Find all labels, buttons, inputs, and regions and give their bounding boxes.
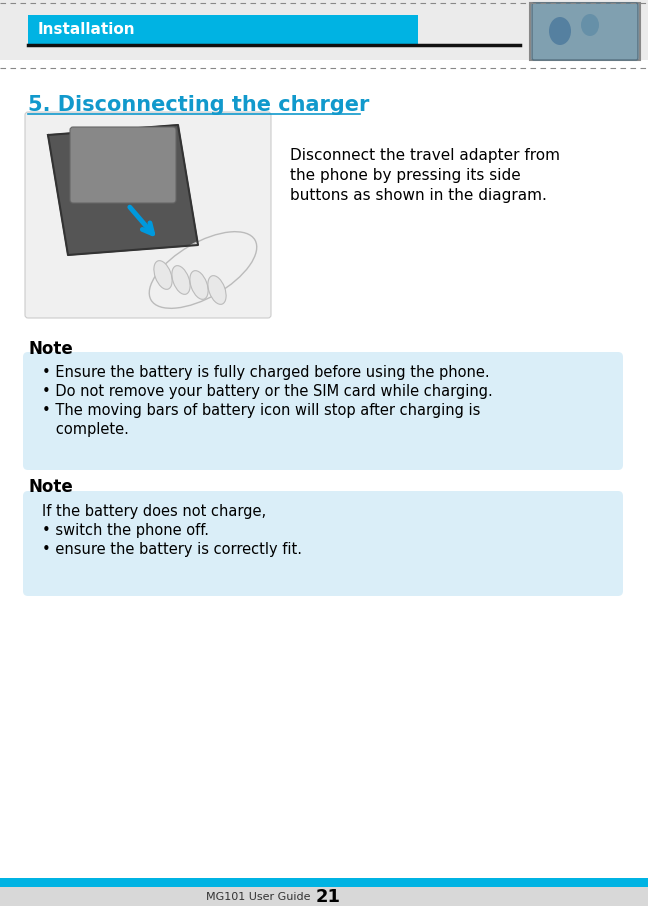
Text: • switch the phone off.: • switch the phone off. [42, 523, 209, 538]
FancyBboxPatch shape [25, 112, 271, 318]
FancyBboxPatch shape [532, 3, 638, 60]
Text: buttons as shown in the diagram.: buttons as shown in the diagram. [290, 188, 547, 203]
FancyBboxPatch shape [23, 491, 623, 596]
FancyBboxPatch shape [530, 3, 640, 60]
Ellipse shape [208, 275, 226, 304]
Text: MG101 User Guide: MG101 User Guide [205, 892, 310, 901]
FancyBboxPatch shape [28, 15, 418, 45]
Ellipse shape [190, 271, 208, 299]
Text: the phone by pressing its side: the phone by pressing its side [290, 168, 521, 183]
Text: 5. Disconnecting the charger: 5. Disconnecting the charger [28, 95, 369, 115]
Text: If the battery does not charge,: If the battery does not charge, [42, 504, 266, 519]
Polygon shape [48, 125, 198, 255]
Text: Disconnect the travel adapter from: Disconnect the travel adapter from [290, 148, 560, 163]
Text: • Do not remove your battery or the SIM card while charging.: • Do not remove your battery or the SIM … [42, 384, 492, 399]
Ellipse shape [581, 14, 599, 36]
Ellipse shape [549, 17, 571, 45]
Text: Note: Note [28, 478, 73, 496]
Ellipse shape [149, 232, 257, 308]
FancyBboxPatch shape [0, 60, 648, 878]
Text: Note: Note [28, 340, 73, 358]
FancyBboxPatch shape [0, 0, 648, 60]
FancyBboxPatch shape [0, 878, 648, 896]
Text: • ensure the battery is correctly fit.: • ensure the battery is correctly fit. [42, 542, 302, 557]
Ellipse shape [172, 265, 190, 294]
FancyBboxPatch shape [0, 887, 648, 906]
Ellipse shape [154, 261, 172, 289]
Text: Installation: Installation [38, 23, 135, 37]
Text: complete.: complete. [42, 422, 129, 437]
Text: • The moving bars of battery icon will stop after charging is: • The moving bars of battery icon will s… [42, 403, 480, 418]
FancyBboxPatch shape [70, 127, 176, 203]
Text: • Ensure the battery is fully charged before using the phone.: • Ensure the battery is fully charged be… [42, 365, 490, 380]
Text: 21: 21 [316, 888, 341, 905]
FancyBboxPatch shape [23, 352, 623, 470]
